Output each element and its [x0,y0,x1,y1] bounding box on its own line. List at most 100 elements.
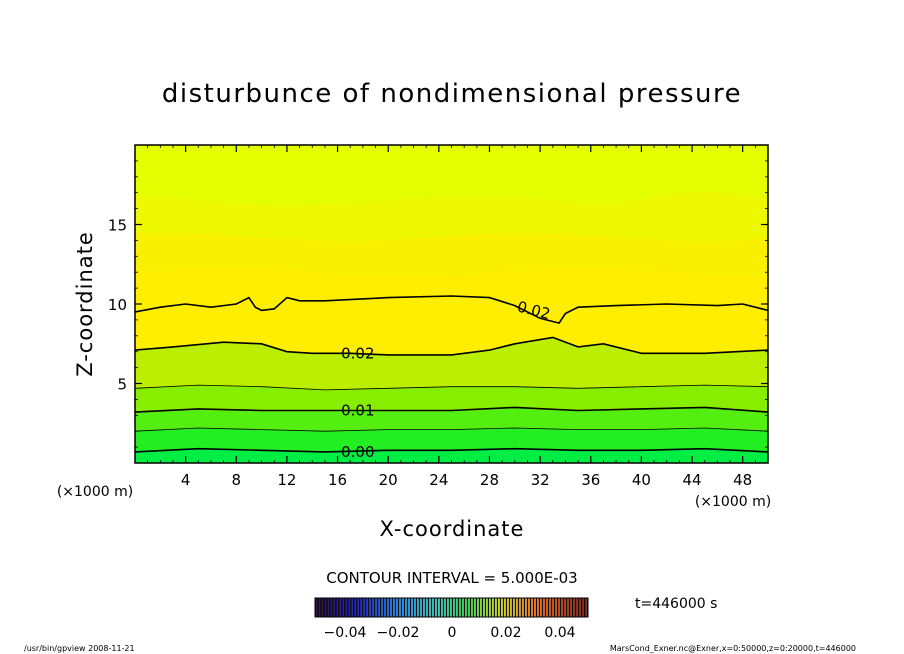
colorbar-stripe-gap [433,598,435,617]
colorbar-stripe-gap [544,598,546,617]
colorbar-stripe [438,598,440,617]
colorbar-stripe-gap [454,598,456,617]
colorbar-stripe [558,598,560,617]
colorbar-stripe [348,598,350,617]
colorbar-stripe [402,598,404,617]
colorbar-stripe [495,598,497,617]
colorbar-stripe [504,598,506,617]
colorbar-stripe-gap [439,598,441,617]
x-tick-label: 4 [181,471,191,489]
colorbar-stripe-gap [355,598,357,617]
x-tick-label: 40 [632,471,651,489]
chart-title: disturbunce of nondimensional pressure [162,79,742,109]
colorbar-stripe-gap [466,598,468,617]
colorbar-frame [314,597,589,618]
contour-interval-text: CONTOUR INTERVAL = 5.000E-03 [326,569,577,587]
colorbar-stripes [315,598,588,617]
colorbar-stripe [567,598,569,617]
colorbar-labels: −0.04 −0.02 0 0.02 0.04 [324,625,576,641]
colorbar-stripe [399,598,401,617]
colorbar-stripe [507,598,509,617]
colorbar-stripe-gap [349,598,351,617]
colorbar-stripe [417,598,419,617]
colorbar-stripe [432,598,434,617]
x-tick-label: 28 [480,471,499,489]
contour-line-0-5 [135,447,768,453]
colorbar: −0.04 −0.02 0 0.02 0.04 [314,597,589,641]
colorbar-stripe-gap [484,598,486,617]
colorbar-stripe [477,598,479,617]
colorbar-stripe [339,598,341,617]
colorbar-stripe-gap [505,598,507,617]
colorbar-stripe-gap [367,598,369,617]
y-tick-label: 10 [108,296,127,314]
colorbar-stripe-gap [523,598,525,617]
colorbar-stripe-gap [490,598,492,617]
colorbar-stripe-gap [334,598,336,617]
colorbar-stripe-gap [532,598,534,617]
colorbar-stripe [342,598,344,617]
colorbar-stripe [465,598,467,617]
colorbar-stripe [441,598,443,617]
colorbar-tick-label: −0.02 [377,625,420,641]
colorbar-tick-label: 0.02 [490,625,521,641]
colorbar-stripe [447,598,449,617]
contour-line-0_01-3 [135,406,768,413]
colorbar-stripe [552,598,554,617]
colorbar-stripe [456,598,458,617]
contour-label: 0.01 [341,402,374,420]
colorbar-stripe-gap [406,598,408,617]
x-tick-label: 44 [682,471,701,489]
x-tick-label: 16 [328,471,347,489]
colorbar-stripe [318,598,320,617]
contour-label: 0.00 [341,443,374,461]
colorbar-stripe [573,598,575,617]
colorbar-stripe [450,598,452,617]
colorbar-stripe [549,598,551,617]
colorbar-stripe [480,598,482,617]
colorbar-stripe [570,598,572,617]
colorbar-stripe [411,598,413,617]
colorbar-stripe [543,598,545,617]
colorbar-stripe [579,598,581,617]
colorbar-stripe-gap [475,598,477,617]
colorbar-stripe [540,598,542,617]
colorbar-stripe-gap [577,598,579,617]
colorbar-stripe-gap [487,598,489,617]
colorbar-stripe [564,598,566,617]
colorbar-stripe [360,598,362,617]
colorbar-stripe-gap [361,598,363,617]
x-axis-label: X-coordinate [380,517,525,541]
colorbar-stripe-gap [382,598,384,617]
colorbar-stripe-gap [547,598,549,617]
colorbar-stripe-gap [325,598,327,617]
colorbar-stripe-gap [535,598,537,617]
colorbar-stripe [483,598,485,617]
colorbar-stripe-gap [559,598,561,617]
colorbar-stripe-gap [340,598,342,617]
colorbar-stripe-gap [322,598,324,617]
x-axis-unit: (×1000 m) [695,494,771,510]
colorbar-stripe-gap [469,598,471,617]
contour-label: 0.02 [341,344,374,362]
colorbar-stripe-gap [430,598,432,617]
colorbar-stripe [468,598,470,617]
colorbar-stripe-gap [538,598,540,617]
colorbar-stripe [498,598,500,617]
colorbar-tick-label: 0 [448,625,457,641]
colorbar-stripe-gap [562,598,564,617]
y-tick-label: 15 [108,217,127,235]
colorbar-stripe [537,598,539,617]
colorbar-stripe [492,598,494,617]
colorbar-stripe-gap [460,598,462,617]
colorbar-stripe-gap [553,598,555,617]
colorbar-stripe [576,598,578,617]
colorbar-stripe [378,598,380,617]
x-tick-label: 36 [581,471,600,489]
colorbar-stripe-gap [373,598,375,617]
colorbar-stripe [459,598,461,617]
colorbar-stripe [501,598,503,617]
colorbar-stripe [519,598,521,617]
colorbar-stripe [462,598,464,617]
colorbar-stripe-gap [472,598,474,617]
